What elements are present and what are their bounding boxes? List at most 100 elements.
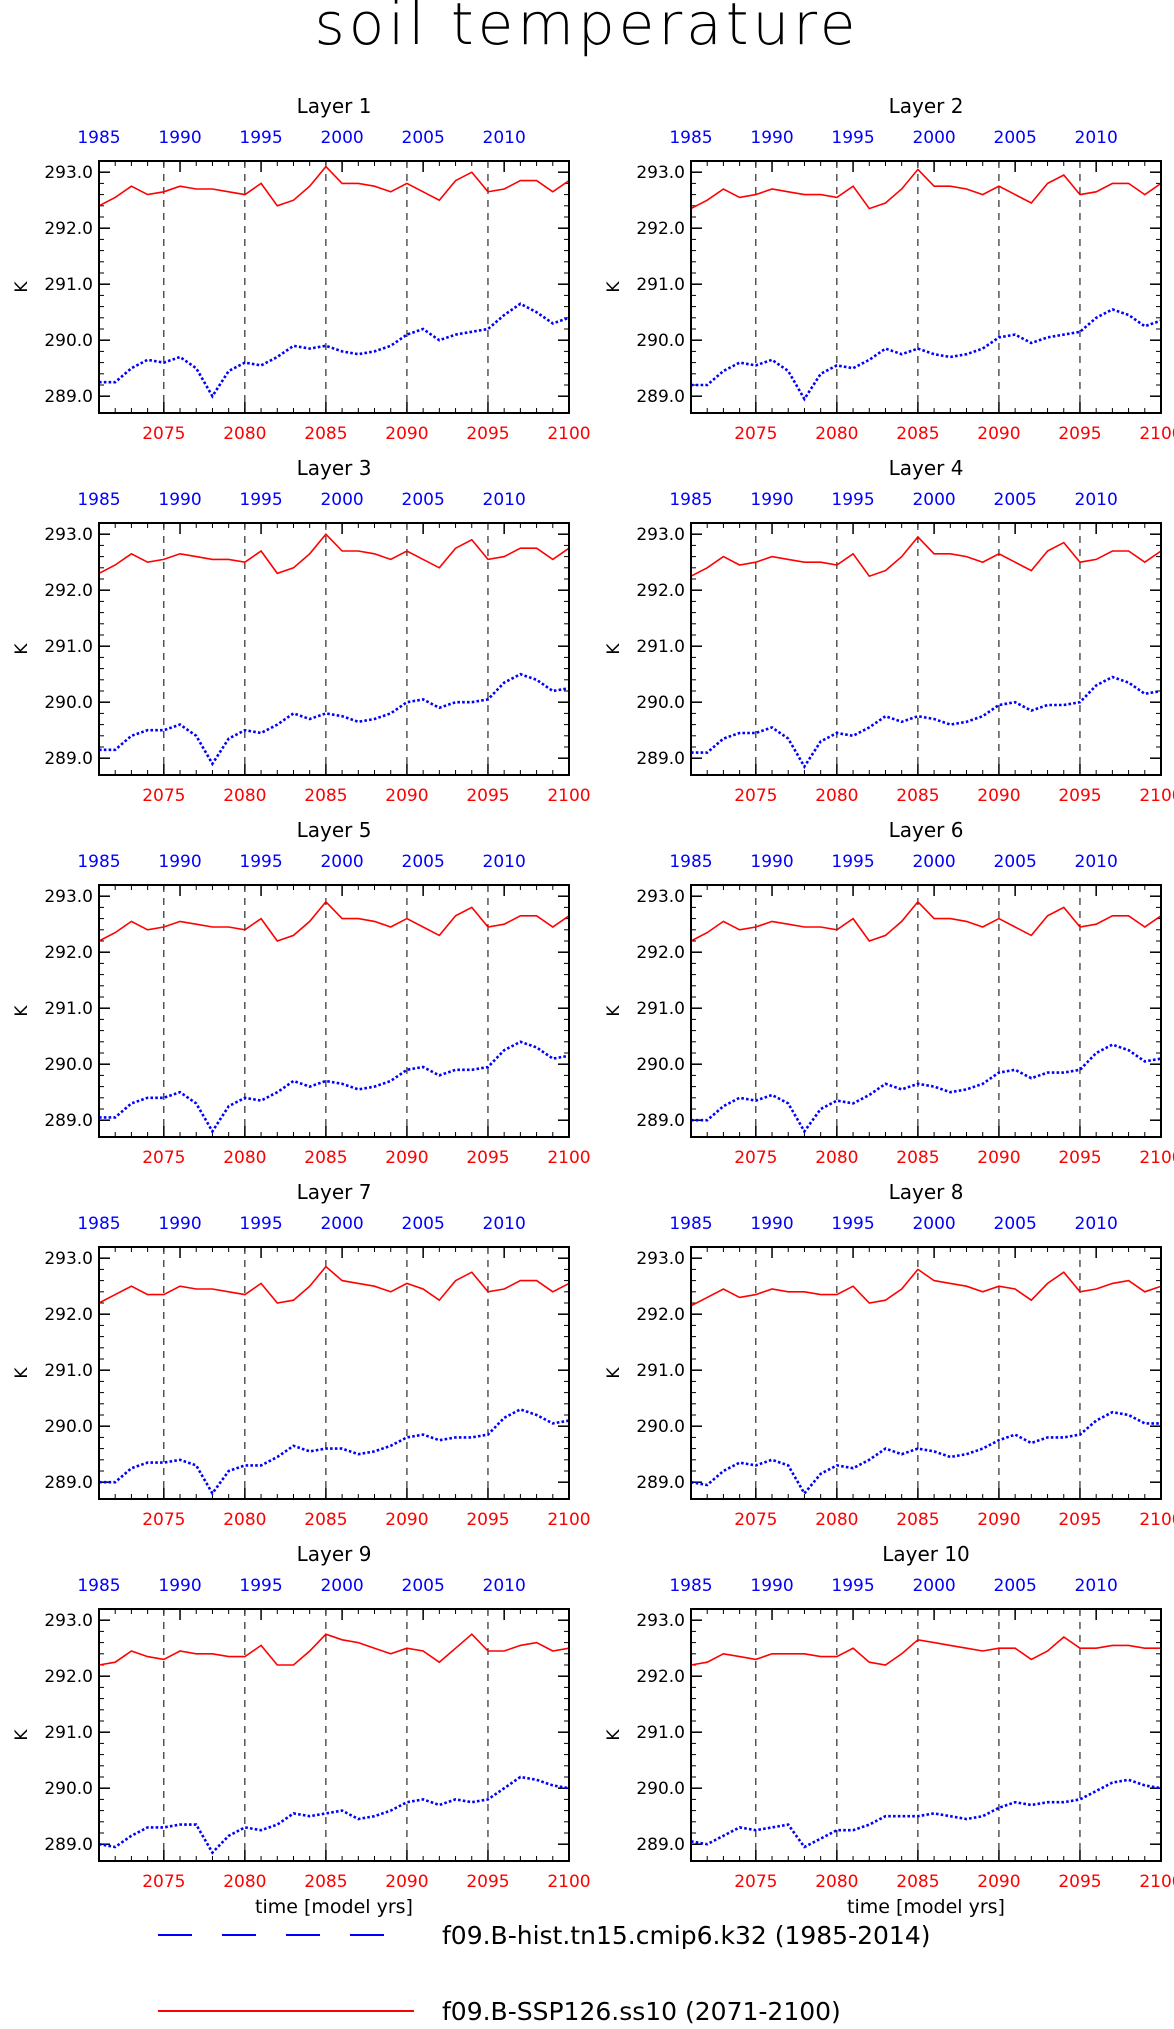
y-tick-label: 290.0 [44, 693, 93, 713]
series-line-hist [690, 1410, 1161, 1496]
x-top-tick-label: 1985 [77, 490, 120, 510]
y-tick-label: 292.0 [44, 581, 93, 601]
x-bottom-tick-label: 2080 [815, 1148, 858, 1168]
x-bottom-tick-label: 2090 [977, 1872, 1020, 1892]
panel-title: Layer 5 [297, 818, 372, 842]
x-top-tick-label: 1985 [77, 852, 120, 872]
y-tick-label: 293.0 [636, 525, 685, 545]
y-tick-label: 291.0 [636, 275, 685, 295]
x-bottom-tick-label: 2090 [385, 1872, 428, 1892]
x-bottom-tick-label: 2095 [466, 1148, 509, 1168]
series-line-hist [691, 1043, 1162, 1134]
series-line-ssp [690, 535, 1162, 578]
x-top-tick-label: 1990 [750, 490, 793, 510]
y-tick-label: 293.0 [44, 887, 93, 907]
x-top-tick-label: 1995 [831, 128, 874, 148]
y-tick-label: 289.0 [44, 1835, 93, 1855]
x-top-tick-label: 2000 [912, 1576, 955, 1596]
series-line-ssp [98, 1265, 570, 1304]
y-tick-label: 291.0 [636, 1361, 685, 1381]
x-bottom-tick-label: 2100 [1139, 1872, 1174, 1892]
x-top-tick-label: 2000 [320, 490, 363, 510]
y-tick-label: 291.0 [44, 637, 93, 657]
x-top-tick-label: 2000 [320, 128, 363, 148]
plot-frame [690, 160, 1162, 414]
x-top-tick-label: 1995 [831, 490, 874, 510]
x-bottom-tick-label: 2100 [547, 786, 590, 806]
x-top-tick-label: 1985 [77, 1576, 120, 1596]
x-bottom-tick-label: 2100 [547, 1872, 590, 1892]
x-top-tick-label: 1985 [669, 128, 712, 148]
series-line-hist [99, 1040, 570, 1134]
x-bottom-tick-label: 2075 [142, 786, 185, 806]
series-line-hist [691, 307, 1162, 402]
x-top-tick-label: 1995 [239, 1214, 282, 1234]
y-tick-label: 290.0 [44, 1779, 93, 1799]
x-top-tick-label: 2010 [1075, 852, 1118, 872]
x-top-tick-label: 2010 [1075, 1214, 1118, 1234]
x-bottom-tick-label: 2085 [304, 1872, 347, 1892]
y-tick-label: 289.0 [636, 1835, 685, 1855]
x-top-tick-label: 2005 [402, 852, 445, 872]
legend-label-hist: f09.B-hist.tn15.cmip6.k32 (1985-2014) [442, 1921, 930, 1950]
series-line-ssp [98, 532, 570, 575]
y-tick-label: 289.0 [636, 1473, 685, 1493]
series-line-hist [99, 672, 570, 767]
y-tick-label: 291.0 [44, 1723, 93, 1743]
y-tick-label: 290.0 [636, 1417, 685, 1437]
x-top-tick-label: 1995 [831, 852, 874, 872]
y-axis-label: K [12, 281, 32, 293]
x-top-tick-label: 1985 [77, 128, 120, 148]
y-tick-label: 289.0 [44, 1111, 93, 1131]
x-top-tick-label: 2005 [994, 1214, 1037, 1234]
x-bottom-tick-label: 2095 [466, 424, 509, 444]
x-top-tick-label: 1995 [831, 1576, 874, 1596]
panel-title: Layer 8 [889, 1180, 964, 1204]
x-bottom-tick-label: 2080 [223, 786, 266, 806]
y-tick-label: 291.0 [44, 1361, 93, 1381]
figure-title: soil temperature [315, 0, 860, 58]
x-top-tick-label: 2005 [402, 490, 445, 510]
x-bottom-tick-label: 2075 [142, 1148, 185, 1168]
panel-layer-10: Layer 10 2075 2080 2085 2090 2095 2100 1985 1990… [604, 1542, 1174, 1918]
y-tick-label: 293.0 [636, 887, 685, 907]
x-bottom-tick-label: 2080 [815, 1872, 858, 1892]
series-line-ssp [690, 900, 1162, 942]
x-bottom-tick-label: 2090 [977, 424, 1020, 444]
x-top-tick-label: 2005 [994, 128, 1037, 148]
y-tick-label: 290.0 [44, 331, 93, 351]
panel-layer-8: Layer 8 2075 2080 2085 2090 2095 2100 1985 1990 1… [604, 1180, 1174, 1530]
x-bottom-tick-label: 2095 [1058, 1872, 1101, 1892]
x-bottom-tick-label: 2080 [223, 1148, 266, 1168]
y-tick-label: 293.0 [44, 525, 93, 545]
y-tick-label: 293.0 [636, 163, 685, 183]
x-top-tick-label: 2010 [483, 128, 526, 148]
panel-layer-7: Layer 7 2075 2080 2085 2090 2095 2100 1985 1990 1… [12, 1180, 591, 1530]
x-top-tick-label: 2000 [320, 1214, 363, 1234]
x-bottom-tick-label: 2085 [896, 786, 939, 806]
x-bottom-tick-label: 2090 [977, 786, 1020, 806]
plot-frame [690, 522, 1162, 776]
x-bottom-tick-label: 2090 [385, 1510, 428, 1530]
x-top-tick-label: 2010 [483, 1576, 526, 1596]
series-line-ssp [690, 1635, 1161, 1666]
y-tick-label: 291.0 [636, 637, 685, 657]
plot-frame [98, 1608, 570, 1862]
x-top-tick-label: 2005 [402, 1214, 445, 1234]
y-tick-label: 292.0 [44, 1667, 93, 1687]
y-tick-label: 291.0 [636, 1723, 685, 1743]
y-tick-label: 292.0 [44, 1305, 93, 1325]
y-tick-label: 292.0 [636, 581, 685, 601]
y-tick-label: 290.0 [44, 1055, 93, 1075]
y-tick-label: 290.0 [636, 1055, 685, 1075]
y-tick-label: 290.0 [636, 693, 685, 713]
x-bottom-tick-label: 2100 [547, 1510, 590, 1530]
x-top-tick-label: 2000 [320, 852, 363, 872]
x-bottom-tick-label: 2090 [385, 786, 428, 806]
y-tick-label: 289.0 [44, 749, 93, 769]
x-bottom-tick-label: 2075 [142, 1872, 185, 1892]
y-axis-label: K [12, 1367, 32, 1379]
y-tick-label: 290.0 [44, 1417, 93, 1437]
x-top-tick-label: 1995 [239, 1576, 282, 1596]
